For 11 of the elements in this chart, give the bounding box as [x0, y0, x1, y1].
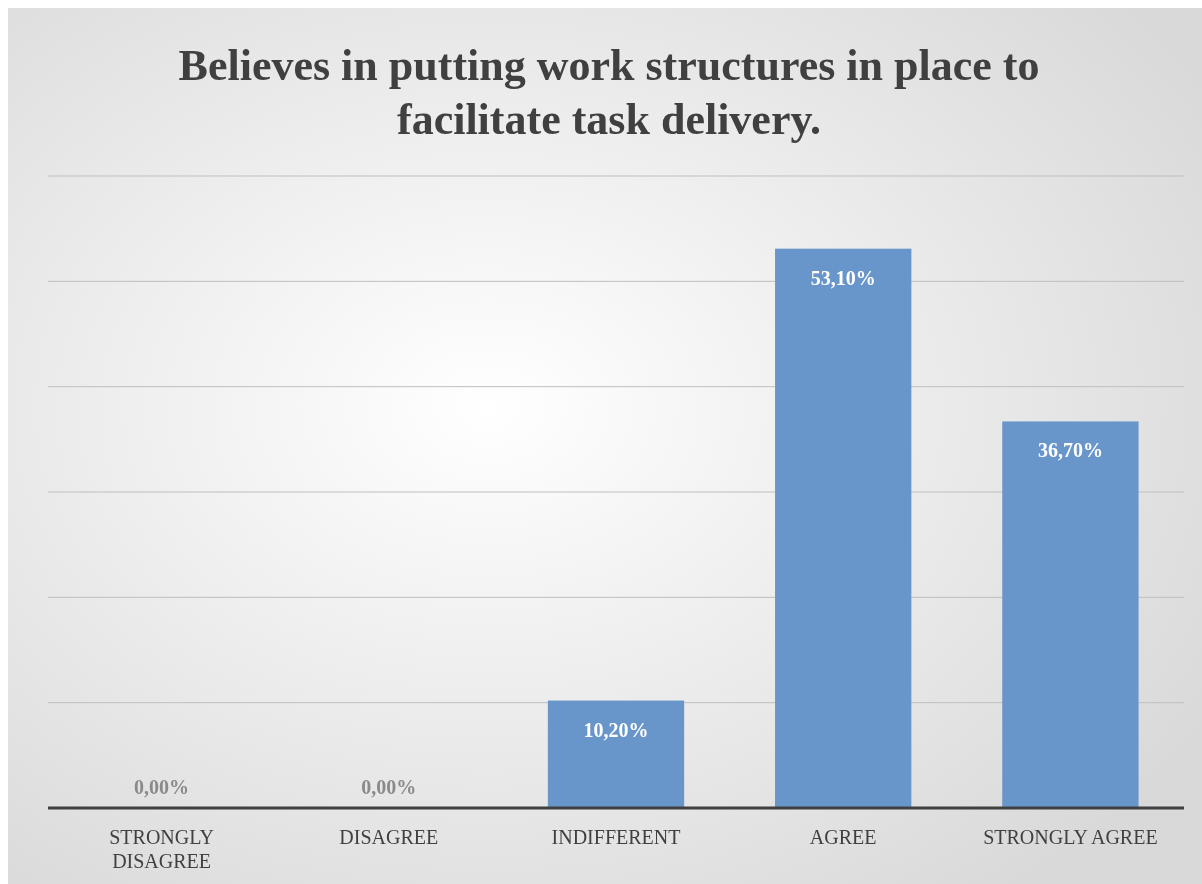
data-label: 36,70% — [1037, 439, 1103, 462]
x-tick-label: INDIFFERENT — [551, 826, 681, 848]
data-label: 0,00% — [134, 776, 190, 798]
data-label: 10,20% — [583, 718, 649, 741]
x-tick-label: STRONGLY DISAGREE — [109, 826, 214, 872]
x-tick-label: DISAGREE — [339, 826, 439, 848]
chart-title: Believes in putting work structures in place to facilitate task delivery. — [178, 41, 1040, 144]
x-tick-label: AGREE — [809, 826, 877, 848]
x-tick-label: STRONGLY AGREE — [983, 826, 1158, 848]
data-label: 0,00% — [361, 776, 417, 798]
data-label: 53,10% — [810, 266, 876, 289]
